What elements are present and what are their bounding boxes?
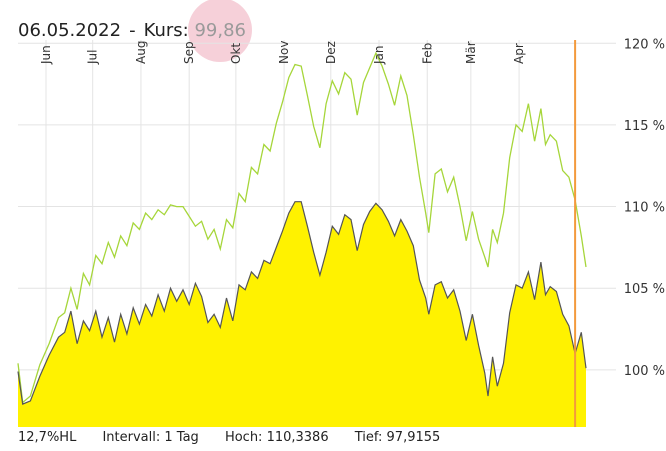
price-indicator: 99,86 xyxy=(188,0,253,62)
month-label: Jul xyxy=(86,50,100,65)
price-area xyxy=(18,201,586,427)
month-labels: Jun Jul Aug Sep Okt Nov Dez Jan Feb Mär Apr xyxy=(39,41,526,65)
footer-low: Tief: 97,9155 xyxy=(354,430,441,445)
price-fill-area xyxy=(18,201,586,427)
footer-hl: 12,7%HL xyxy=(18,430,77,445)
month-label: Aug xyxy=(134,41,148,64)
header-date: 06.05.2022 xyxy=(18,20,122,41)
month-label: Apr xyxy=(512,43,526,64)
header: 06.05.2022- Kurs: 99,86 xyxy=(18,0,253,62)
month-label: Feb xyxy=(420,43,434,64)
footer-high: Hoch: 110,3386 xyxy=(224,430,329,445)
header-separator: - xyxy=(129,20,136,41)
price-label: Kurs: xyxy=(143,20,189,41)
series-lines xyxy=(17,51,587,405)
month-label: Nov xyxy=(277,41,291,64)
price-line xyxy=(17,201,587,405)
comparison-line xyxy=(17,51,587,404)
y-axis-labels: 100 % 105 % 110 % 115 % 120 % xyxy=(624,37,665,379)
price-highlight-circle xyxy=(188,0,253,62)
month-label: Dez xyxy=(324,41,338,64)
month-label: Sep xyxy=(182,41,196,64)
month-label: Mär xyxy=(464,41,478,64)
y-tick-label: 115 % xyxy=(624,119,665,134)
month-label: Okt xyxy=(229,43,243,64)
footer-stats: 12,7%HL Intervall: 1 Tag Hoch: 110,3386 … xyxy=(18,428,462,448)
y-tick-label: 120 % xyxy=(624,37,665,52)
month-label: Jun xyxy=(39,45,53,65)
price-value: 99,86 xyxy=(194,20,246,41)
y-tick-label: 100 % xyxy=(624,364,665,379)
footer-interval: Intervall: 1 Tag xyxy=(102,430,199,445)
y-tick-label: 110 % xyxy=(624,201,665,216)
y-tick-label: 105 % xyxy=(624,282,665,297)
month-label: Jan xyxy=(372,46,386,66)
